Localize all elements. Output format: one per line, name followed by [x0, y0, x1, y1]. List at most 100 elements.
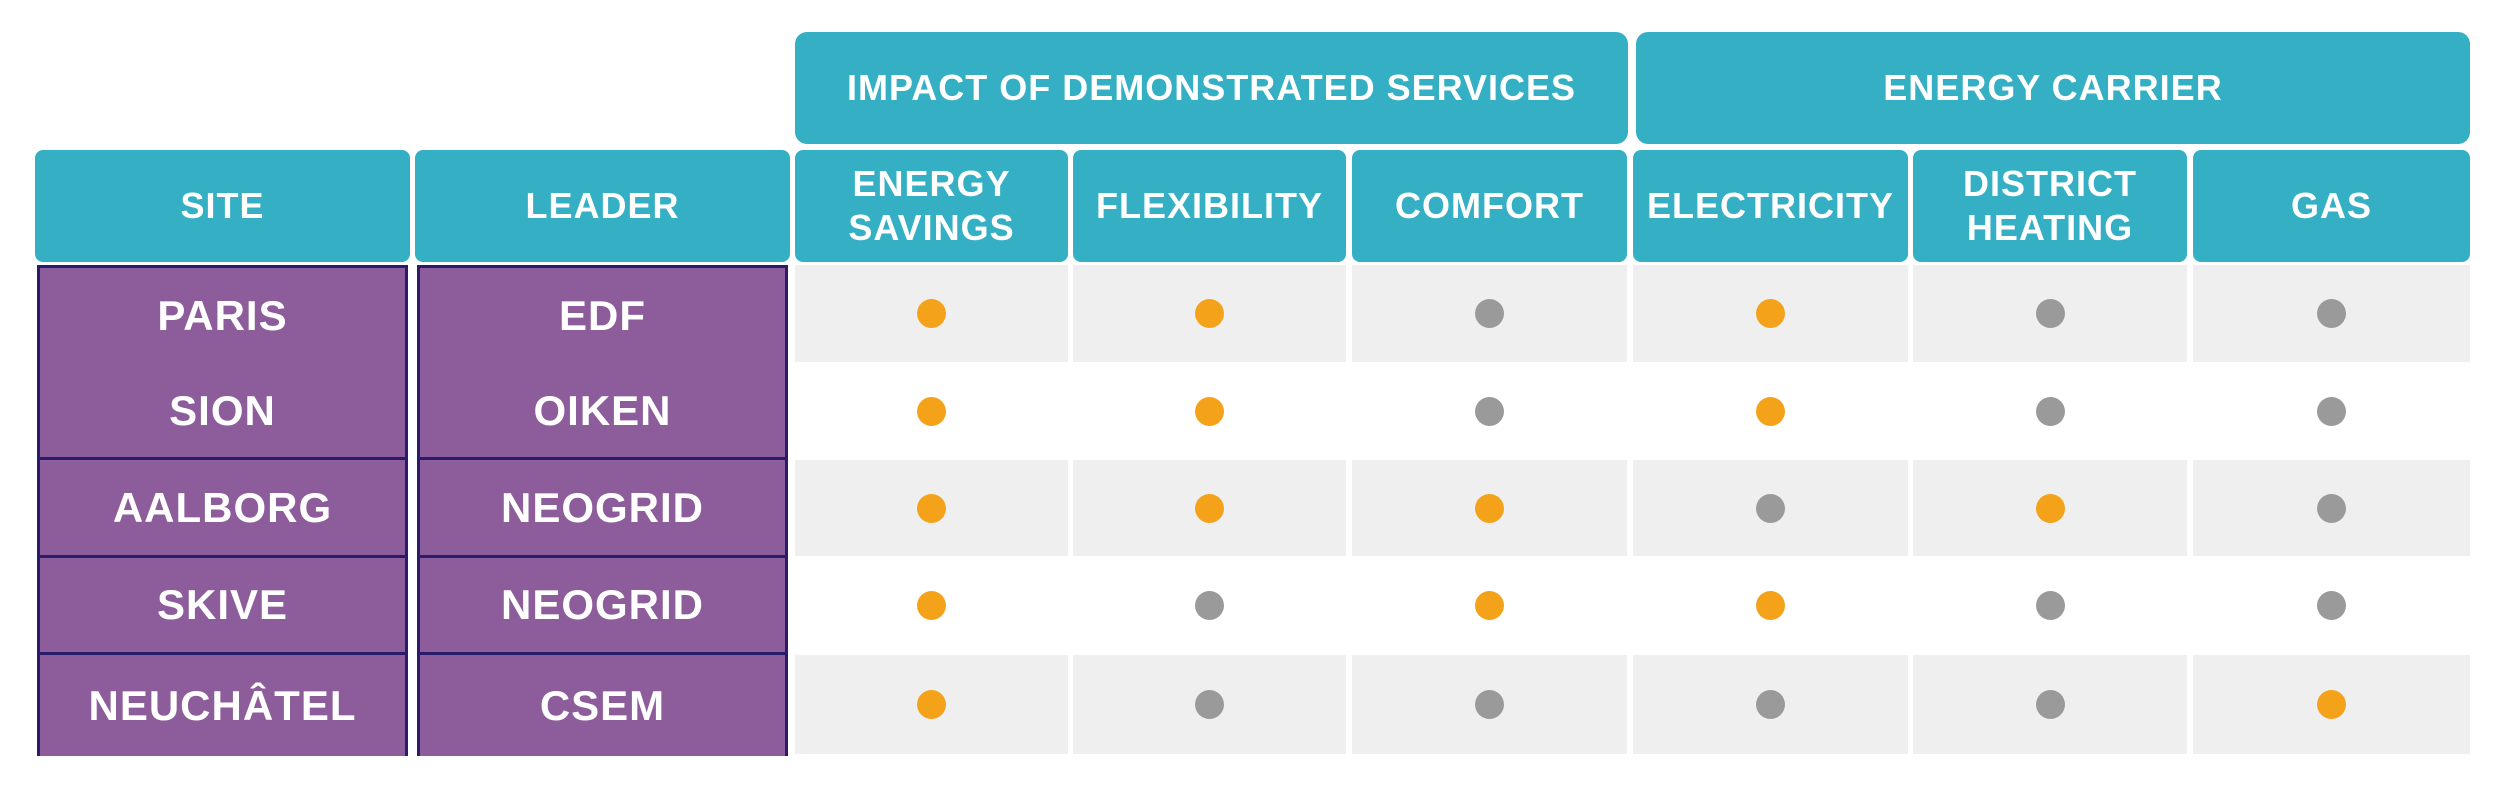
group-impact-of-demonstrated-services: IMPACT OF DEMONSTRATED SERVICES: [795, 32, 1628, 144]
active-dot-icon: [2035, 493, 2065, 523]
inactive-dot-icon: [1195, 591, 1224, 620]
active-dot-icon: [917, 299, 946, 328]
table-cell: [1073, 460, 1346, 556]
inactive-dot-icon: [2035, 591, 2065, 620]
inactive-dot-icon: [2317, 591, 2346, 620]
site-cell: SKIVE: [40, 558, 405, 655]
site-name: PARIS: [157, 292, 288, 339]
active-dot-icon: [2317, 690, 2346, 719]
site-name: AALBORG: [112, 483, 333, 531]
leader-column: EDF OIKEN NEOGRID NEOGRID CSEM: [417, 265, 788, 756]
column-header-label: COMFORT: [1395, 185, 1584, 226]
inactive-dot-icon: [2317, 396, 2346, 426]
column-header-label: DISTRICT HEATING: [1963, 163, 2137, 248]
table-cell: [1633, 655, 1908, 754]
table-cell: [1633, 364, 1908, 458]
group-label: ENERGY CARRIER: [1883, 67, 2223, 108]
table-cell: [795, 558, 1068, 653]
site-cell: AALBORG: [40, 460, 405, 558]
table-cell: [1913, 265, 2187, 362]
group-label: IMPACT OF DEMONSTRATED SERVICES: [846, 67, 1577, 108]
inactive-dot-icon: [2035, 396, 2065, 426]
leader-name: NEOGRID: [500, 581, 704, 628]
table-cell: [1633, 558, 1908, 653]
table-cell: [1913, 655, 2187, 754]
column-header-label: ENERGY SAVINGS: [848, 163, 1015, 248]
table-cell: [1352, 655, 1627, 754]
active-dot-icon: [1475, 591, 1504, 620]
active-dot-icon: [917, 396, 946, 426]
leader-cell: NEOGRID: [420, 460, 785, 558]
active-dot-icon: [1195, 396, 1224, 426]
inactive-dot-icon: [1195, 690, 1224, 719]
leader-name: NEOGRID: [500, 483, 704, 531]
column-header-label: FLEXIBILITY: [1096, 185, 1323, 226]
active-dot-icon: [1756, 591, 1785, 620]
table-cell: [1913, 364, 2187, 458]
site-cell: PARIS: [40, 268, 405, 367]
active-dot-icon: [1475, 493, 1504, 523]
header-district-heating: DISTRICT HEATING: [1913, 150, 2187, 262]
active-dot-icon: [1756, 299, 1785, 328]
inactive-dot-icon: [2035, 690, 2065, 719]
column-header-label: LEADER: [525, 185, 680, 226]
active-dot-icon: [917, 591, 946, 620]
leader-cell: OIKEN: [420, 364, 785, 460]
site-column: PARIS SION AALBORG SKIVE NEUCHÂTEL: [37, 265, 408, 756]
leader-cell: NEOGRID: [420, 558, 785, 655]
inactive-dot-icon: [2317, 299, 2346, 328]
table-cell: [795, 364, 1068, 458]
table-cell: [2193, 558, 2470, 653]
column-header-label: GAS: [2290, 185, 2372, 226]
table-cell: [1073, 364, 1346, 458]
group-energy-carrier: ENERGY CARRIER: [1636, 32, 2470, 144]
table-cell: [1913, 558, 2187, 653]
table-cell: [1913, 460, 2187, 556]
site-name: NEUCHÂTEL: [88, 681, 357, 729]
active-dot-icon: [917, 690, 946, 719]
inactive-dot-icon: [2317, 493, 2346, 523]
inactive-dot-icon: [1475, 690, 1504, 719]
leader-name: CSEM: [539, 681, 666, 729]
header-site: SITE: [35, 150, 410, 262]
site-cell: SION: [40, 364, 405, 460]
table-cell: [2193, 364, 2470, 458]
active-dot-icon: [1195, 493, 1224, 523]
table-cell: [1352, 265, 1627, 362]
active-dot-icon: [917, 493, 946, 523]
table-cell: [1073, 655, 1346, 754]
site-name: SKIVE: [156, 581, 289, 628]
table-cell: [2193, 265, 2470, 362]
header-flexibility: FLEXIBILITY: [1073, 150, 1346, 262]
site-cell: NEUCHÂTEL: [40, 655, 405, 756]
table-cell: [1352, 460, 1627, 556]
leader-name: OIKEN: [533, 386, 672, 434]
table-cell: [795, 655, 1068, 754]
table-cell: [795, 265, 1068, 362]
header-electricity: ELECTRICITY: [1633, 150, 1908, 262]
inactive-dot-icon: [1475, 396, 1504, 426]
table-cell: [1073, 558, 1346, 653]
inactive-dot-icon: [1756, 690, 1785, 719]
column-header-label: SITE: [180, 185, 265, 226]
inactive-dot-icon: [1756, 493, 1785, 523]
header-gas: GAS: [2193, 150, 2470, 262]
inactive-dot-icon: [2035, 299, 2065, 328]
column-header-label: ELECTRICITY: [1646, 185, 1894, 226]
site-name: SION: [169, 386, 276, 434]
table-cell: [1633, 460, 1908, 556]
inactive-dot-icon: [1475, 299, 1504, 328]
table-cell: [1352, 558, 1627, 653]
leader-cell: EDF: [420, 268, 785, 367]
table-cell: [1352, 364, 1627, 458]
table-cell: [1073, 265, 1346, 362]
active-dot-icon: [1195, 299, 1224, 328]
table-cell: [795, 460, 1068, 556]
table-cell: [2193, 655, 2470, 754]
header-comfort: COMFORT: [1352, 150, 1627, 262]
header-leader: LEADER: [415, 150, 790, 262]
active-dot-icon: [1756, 396, 1785, 426]
leader-cell: CSEM: [420, 655, 785, 756]
header-energy-savings: ENERGY SAVINGS: [795, 150, 1068, 262]
table-cell: [2193, 460, 2470, 556]
